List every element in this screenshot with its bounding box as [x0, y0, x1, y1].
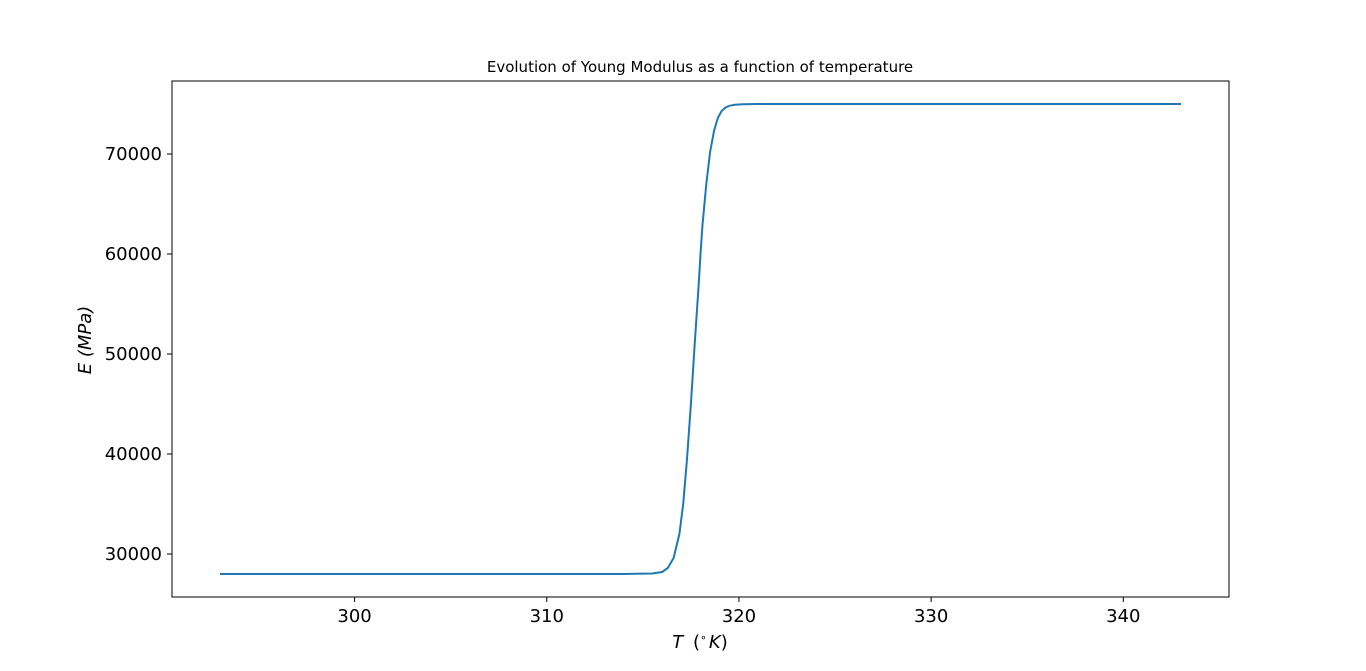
series-line-0 [220, 103, 1181, 575]
x-tick-label: 320 [722, 606, 756, 627]
y-tick-label: 50000 [105, 344, 162, 365]
x-axis: 300 310 320 330 340 [337, 597, 1140, 627]
y-tick-label: 30000 [105, 544, 162, 565]
y-tick-label: 40000 [105, 444, 162, 465]
x-tick-label: 300 [337, 606, 371, 627]
x-axis-label-degree: ∘ [700, 631, 707, 644]
series-layer [220, 103, 1181, 575]
plot-frame [171, 80, 1230, 598]
x-tick-label: 330 [914, 606, 948, 627]
x-axis-label-unit: K [709, 632, 722, 653]
x-tick-label: 340 [1106, 606, 1140, 627]
x-axis-label: T (∘ K) [672, 631, 728, 653]
y-axis: 30000 40000 50000 60000 70000 [105, 144, 172, 565]
x-axis-label-open: ( [693, 632, 700, 653]
x-tick-label: 310 [530, 606, 564, 627]
y-axis-label: E (MPa) [75, 306, 96, 375]
x-axis-label-close: ) [721, 632, 728, 653]
y-tick-label: 70000 [105, 144, 162, 165]
y-tick-label: 60000 [105, 244, 162, 265]
x-axis-label-var: T [672, 632, 685, 653]
chart-title: Evolution of Young Modulus as a function… [487, 58, 913, 76]
